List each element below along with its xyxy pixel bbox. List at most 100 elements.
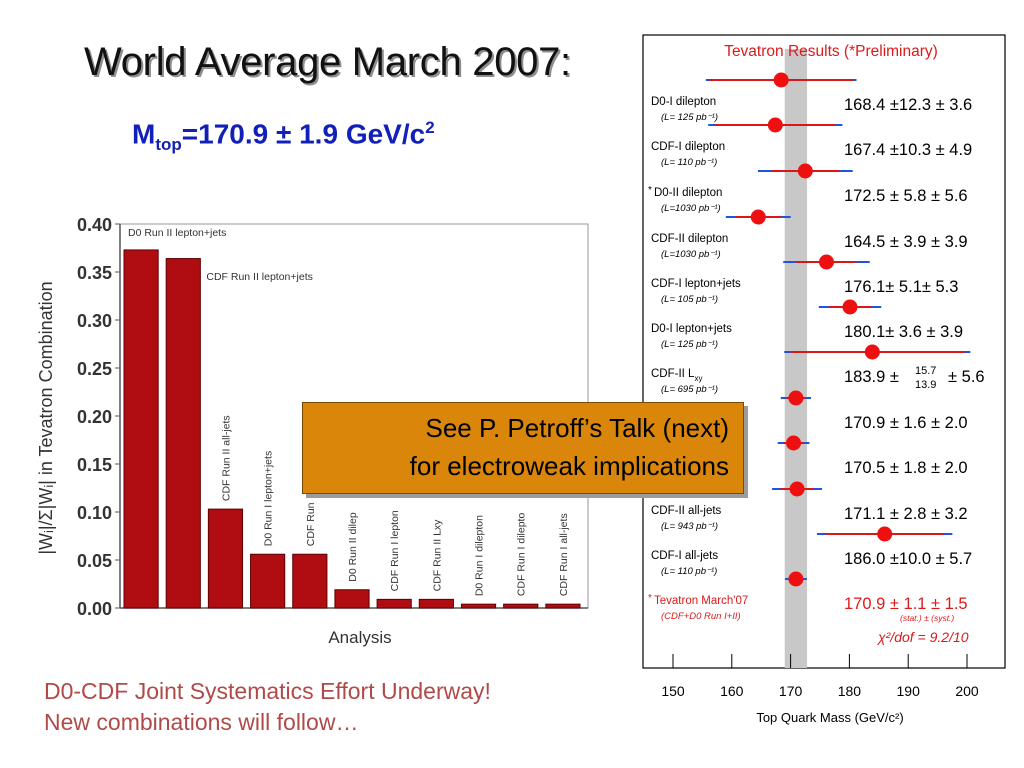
preliminary-star: * (648, 593, 652, 604)
slide-title: World Average March 2007: (84, 40, 571, 84)
weight-bar (292, 553, 328, 609)
combined-error-note: (stat.) ± (syst.) (900, 613, 954, 623)
x-tick-label: 190 (897, 683, 921, 699)
measurement-value: 168.4 ±12.3 ± 3.6 (844, 96, 972, 114)
y-tick-label: 0.30 (77, 311, 112, 331)
y-tick-label: 0.40 (77, 215, 112, 235)
measurement-marker (750, 209, 766, 225)
preliminary-star: * (648, 185, 652, 196)
measurement-marker (788, 390, 804, 406)
measurement-value: 180.1± 3.6 ± 3.9 (844, 323, 963, 341)
x-axis-label: Analysis (328, 628, 391, 647)
world-average-band (784, 49, 808, 668)
x-tick-label: 180 (838, 683, 862, 699)
luminosity-label: (L=1030 pb⁻¹) (661, 249, 721, 260)
y-tick-label: 0.05 (77, 551, 112, 571)
mtop-symbol: M (132, 118, 156, 150)
measurement-label: CDF-II dilepton (651, 233, 728, 245)
measurement-label: D0-I lepton+jets (651, 323, 732, 335)
measurement-marker (786, 435, 802, 451)
measurement-label: D0-I dilepton (651, 96, 716, 108)
luminosity-label: (L= 695 pb⁻¹) (661, 384, 718, 395)
measurement-label: CDF-II all-jets (651, 505, 722, 517)
footer-line-1: D0-CDF Joint Systematics Effort Underway… (44, 678, 491, 704)
measurement-value: 164.5 ± 3.9 ± 3.9 (844, 233, 968, 251)
measurement-value: 170.9 ± 1.1 ± 1.5 (844, 595, 968, 613)
label-subscript: xy (694, 374, 702, 383)
luminosity-label: (L= 110 pb⁻¹) (661, 157, 717, 168)
y-tick-label: 0.20 (77, 407, 112, 427)
bar-label: CDF Run I all-jets (558, 513, 570, 596)
luminosity-label: (L= 125 pb⁻¹) (661, 339, 718, 350)
y-tick-label: 0.15 (77, 455, 112, 475)
callout-line-1: See P. Petroff’s Talk (next) (425, 413, 730, 443)
y-tick-label: 0.25 (77, 359, 112, 379)
x-tick-label: 170 (779, 683, 803, 699)
bar-label: CDF Run II lepton+jets (206, 271, 313, 283)
measurement-marker (842, 299, 858, 315)
bar-label: CDF Run I lepton (389, 510, 401, 591)
y-axis-label: |Wᵢ|/Σ|Wᵢ| in Tevatron Combination (36, 281, 56, 554)
measurement-label: D0-II dilepton (654, 187, 722, 199)
bar-label: D0 Run II dilep (347, 512, 359, 582)
measurement-marker (767, 117, 783, 133)
weight-bar (250, 553, 286, 609)
measurement-value: 170.5 ± 1.8 ± 2.0 (844, 459, 968, 477)
luminosity-label: (L= 943 pb⁻¹) (661, 521, 718, 532)
x-tick-label: 160 (720, 683, 744, 699)
measurement-marker (788, 571, 804, 587)
weight-bar (460, 603, 497, 609)
measurement-marker (789, 481, 805, 497)
weight-bar (165, 258, 201, 609)
petroff-talk-callout: See P. Petroff’s Talk (next) for electro… (302, 402, 744, 494)
measurement-label: CDF-I lepton+jets (651, 278, 741, 290)
bar-label: CDF Run I dilepto (516, 513, 528, 597)
luminosity-label: (L= 105 pb⁻¹) (661, 294, 718, 305)
weight-bar (418, 598, 454, 609)
x-tick-label: 200 (955, 683, 979, 699)
weight-bar (334, 589, 370, 609)
bar-label: CDF Run (305, 502, 317, 546)
y-tick-label: 0.00 (77, 599, 112, 619)
mtop-value: =170.9 ± 1.9 GeV/c (181, 118, 426, 150)
measurement-label: CDF-I all-jets (651, 550, 718, 562)
weight-bar (207, 508, 244, 609)
measurement-label: CDF-I dilepton (651, 141, 725, 153)
bar-label: D0 Run II lepton+jets (128, 227, 226, 239)
mtop-subscript: top (155, 134, 182, 154)
measurement-marker (877, 526, 893, 542)
luminosity-label: (L=1030 pb⁻¹) (661, 203, 721, 214)
chi2-label: χ²/dof = 9.2/10 (876, 629, 969, 645)
measurement-marker (773, 72, 789, 88)
measurement-marker (818, 254, 834, 270)
world-average-value: Mtop=170.9 ± 1.9 GeV/c2 (132, 118, 435, 155)
weight-bar (376, 598, 412, 609)
footer-note: D0-CDF Joint Systematics Effort Underway… (44, 676, 491, 738)
measurement-marker (864, 344, 880, 360)
mass-x-axis-label: Top Quark Mass (GeV/c²) (756, 710, 903, 725)
weight-bar (123, 249, 159, 609)
measurement-value: 170.9 ± 1.6 ± 2.0 (844, 414, 968, 432)
measurement-label: Tevatron March'07 (654, 595, 748, 607)
footer-line-2: New combinations will follow… (44, 709, 359, 735)
mass-chart-title: Tevatron Results (*Preliminary) (724, 43, 938, 60)
bar-label: CDF Run II Lxy (431, 519, 443, 592)
measurement-value: 186.0 ±10.0 ± 5.7 (844, 550, 972, 568)
luminosity-label: (L= 110 pb⁻¹) (661, 566, 717, 577)
weight-bar (545, 603, 581, 609)
stat-error-down: 13.9 (915, 379, 936, 391)
measurement-value: 172.5 ± 5.8 ± 5.6 (844, 187, 968, 205)
measurement-marker (797, 163, 813, 179)
measurement-value: 176.1± 5.1± 5.3 (844, 278, 958, 296)
bar-label: D0 Run I dilepton (474, 515, 486, 596)
y-tick-label: 0.35 (77, 263, 112, 283)
measurement-value: 183.9 ± (844, 368, 899, 386)
x-tick-label: 150 (661, 683, 685, 699)
luminosity-label: (CDF+D0 Run I+II) (661, 611, 741, 622)
bar-label: CDF Run II all-jets (220, 415, 232, 501)
bar-label: D0 Run I lepton+jets (263, 451, 275, 546)
measurement-value-tail: ± 5.6 (948, 368, 985, 386)
mtop-superscript: 2 (425, 118, 435, 137)
measurement-value: 171.1 ± 2.8 ± 3.2 (844, 505, 968, 523)
